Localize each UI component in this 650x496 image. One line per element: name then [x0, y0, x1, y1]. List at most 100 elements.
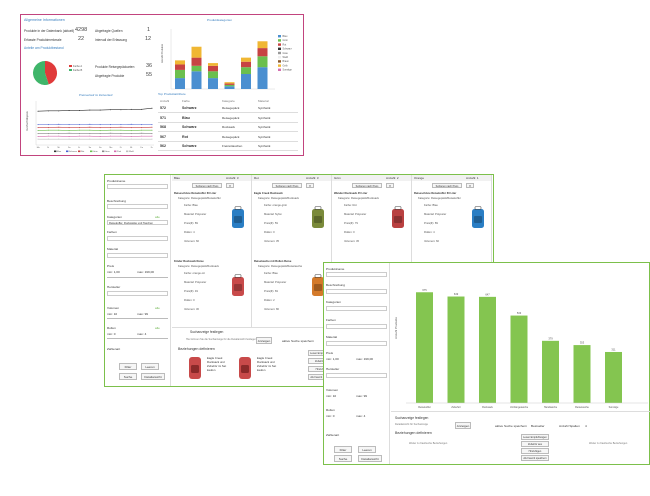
- product-title[interactable]: Reiseschöne Reisekoffer 60 Liter: [414, 192, 457, 195]
- volumen-max[interactable]: max: 99: [356, 394, 368, 398]
- legend-swatch: [114, 150, 117, 153]
- material-select[interactable]: [107, 253, 168, 258]
- sort-direction-icon[interactable]: ▾: [386, 183, 394, 188]
- table-cell: Schwarz: [182, 125, 197, 129]
- kategorien-select[interactable]: Reisekoffer, Rucksäcke und Taschen: [107, 220, 168, 225]
- product-title[interactable]: Reiseschöne Reisekoffer 60 Liter: [174, 192, 217, 195]
- clear-button[interactable]: Leeren: [141, 363, 159, 370]
- select-all-link[interactable]: alle: [155, 326, 160, 330]
- table-cell: Rot: [182, 134, 188, 139]
- farben-select[interactable]: [107, 236, 168, 241]
- material-select[interactable]: [326, 341, 387, 346]
- action-button[interactable]: Zubehör aus: [521, 441, 549, 447]
- table-cell: 571: [160, 115, 166, 120]
- produktname-input[interactable]: [107, 184, 168, 189]
- sort-direction-icon[interactable]: ▾: [226, 183, 234, 188]
- stacked-bar-segment: [257, 56, 268, 68]
- detail-view-button[interactable]: Detailansicht: [141, 373, 165, 380]
- sort-button[interactable]: Sortieren nach Preis: [432, 183, 462, 188]
- table-header-cell: Kategorie: [222, 99, 235, 103]
- produktname-input[interactable]: [326, 272, 387, 277]
- product-attribute: Farbe: Blau: [184, 204, 198, 207]
- filter-label: Hersteller: [107, 285, 121, 289]
- preis-min[interactable]: min: 1,00: [326, 357, 339, 361]
- stacked-bar-segment: [257, 67, 268, 89]
- volumen-min[interactable]: min: 10: [326, 394, 337, 398]
- select-all-link[interactable]: alle: [155, 306, 160, 310]
- line-point: [99, 109, 101, 111]
- line-point: [99, 138, 101, 140]
- action-button[interactable]: Als Favorit speichern: [521, 455, 549, 461]
- show-button[interactable]: Anzeigen: [455, 422, 471, 429]
- preis-max[interactable]: max: 199,00: [356, 357, 374, 361]
- product-bar: [542, 340, 559, 403]
- action-button[interactable]: Lesen Empfehlungen: [521, 434, 549, 440]
- legend-swatch: [69, 65, 72, 67]
- rollen-slider[interactable]: [107, 338, 168, 339]
- sort-button[interactable]: Sortieren nach Preis: [192, 183, 222, 188]
- clear-button[interactable]: Leeren: [358, 446, 376, 453]
- product-attribute: Farbe: orange-grün: [264, 204, 288, 207]
- product-image[interactable]: [310, 206, 326, 230]
- search-button[interactable]: Suche: [334, 455, 352, 462]
- product-bar: [510, 315, 528, 403]
- bar-category-label: Sonstige: [609, 406, 619, 409]
- product-title[interactable]: Wander Rucksack 45 Liter: [334, 192, 368, 195]
- product-image[interactable]: [390, 206, 406, 230]
- bar-legend-label: Braun: [283, 60, 290, 63]
- filter-label: Hersteller: [326, 367, 340, 371]
- stacked-bar-segment: [241, 57, 251, 62]
- sort-direction-icon[interactable]: ▾: [306, 183, 314, 188]
- product-image[interactable]: [310, 274, 326, 298]
- sort-button[interactable]: Sortieren nach Preis: [272, 183, 302, 188]
- line-point: [68, 138, 70, 140]
- hersteller-select[interactable]: [326, 373, 387, 378]
- volumen-slider[interactable]: [107, 318, 168, 319]
- table-cell: 568: [160, 125, 166, 129]
- farben-select[interactable]: [326, 324, 387, 329]
- product-image[interactable]: [470, 206, 486, 230]
- action-button[interactable]: Hinzufügen: [521, 448, 549, 454]
- product-title[interactable]: Reisetasche mit Rollen Reise: [254, 260, 292, 263]
- product-category: Kategorie: Reisegepäck/Reisetasche: [258, 265, 303, 268]
- product-image[interactable]: [230, 206, 246, 230]
- product-title[interactable]: Kinder Rucksack Reise: [174, 260, 204, 263]
- beschreibung-input[interactable]: [326, 289, 387, 294]
- preis-slider[interactable]: [107, 277, 168, 278]
- hersteller-select[interactable]: [107, 291, 168, 296]
- column-count: Anzahl: 3: [226, 176, 239, 180]
- filter-label: Volumen: [107, 306, 120, 310]
- legend-swatch: [278, 56, 281, 59]
- show-button[interactable]: Anzeigen: [256, 337, 272, 344]
- sort-button[interactable]: Sortieren nach Preis: [352, 183, 382, 188]
- search-button[interactable]: Suche: [119, 373, 137, 380]
- product-image[interactable]: [230, 274, 246, 298]
- relation-text: Eagle Creek Rucksack und Zubehör im Set …: [207, 356, 227, 372]
- volumen-min[interactable]: min: 10: [107, 312, 118, 316]
- filter-button[interactable]: Filter: [119, 363, 137, 370]
- kategorien-select[interactable]: [326, 306, 387, 311]
- volumen-max[interactable]: max: 99: [137, 312, 149, 316]
- rollen-min[interactable]: min: 0: [107, 332, 116, 336]
- columns-label: Anzahl Spalten: [559, 424, 580, 428]
- save-search-label[interactable]: aktive Suche speichern: [282, 339, 314, 343]
- legend-swatch: [278, 39, 281, 42]
- sort-direction-icon[interactable]: ▾: [466, 183, 474, 188]
- rollen-min[interactable]: min: 0: [326, 414, 335, 418]
- preis-min[interactable]: min: 1,00: [107, 270, 120, 274]
- product-attribute: Volumen: 60: [424, 240, 439, 243]
- filter-label: Preis: [107, 264, 115, 268]
- legend-swatch: [126, 150, 129, 153]
- line-legend-label: Pink: [117, 151, 122, 153]
- beschreibung-input[interactable]: [107, 204, 168, 209]
- rollen-max[interactable]: max: 4: [137, 332, 147, 336]
- preis-max[interactable]: max: 199,00: [137, 270, 155, 274]
- columns-value[interactable]: 4: [585, 424, 587, 428]
- rollen-max[interactable]: max: 4: [356, 414, 366, 418]
- detail-view-button[interactable]: Detailansicht: [358, 455, 382, 462]
- line-point: [68, 127, 70, 129]
- filter-button[interactable]: Filter: [334, 446, 352, 453]
- save-search-label[interactable]: aktive Suche speichern: [495, 424, 527, 428]
- product-title[interactable]: Eagle Creek Rucksack: [254, 192, 283, 195]
- select-all-link[interactable]: alle: [155, 215, 160, 219]
